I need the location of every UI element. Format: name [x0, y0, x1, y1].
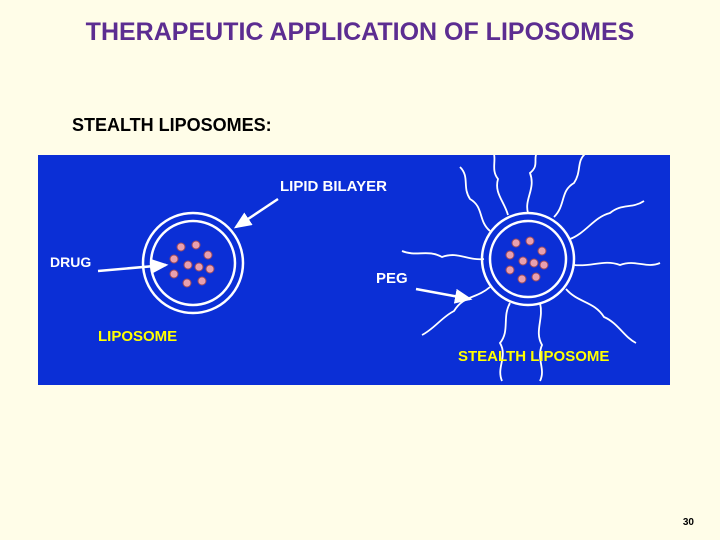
- subtitle: STEALTH LIPOSOMES:: [72, 115, 272, 136]
- label-lipid-bilayer: LIPID BILAYER: [280, 178, 387, 195]
- liposome-diagram: DRUG LIPID BILAYER PEG LIPOSOME STEALTH …: [38, 155, 670, 385]
- page-number: 30: [683, 517, 694, 528]
- page-title: THERAPEUTIC APPLICATION OF LIPOSOMES: [0, 18, 720, 47]
- label-drug: DRUG: [50, 254, 91, 270]
- label-liposome: LIPOSOME: [98, 328, 177, 345]
- label-stealth-liposome: STEALTH LIPOSOME: [458, 348, 609, 365]
- label-peg: PEG: [376, 270, 408, 287]
